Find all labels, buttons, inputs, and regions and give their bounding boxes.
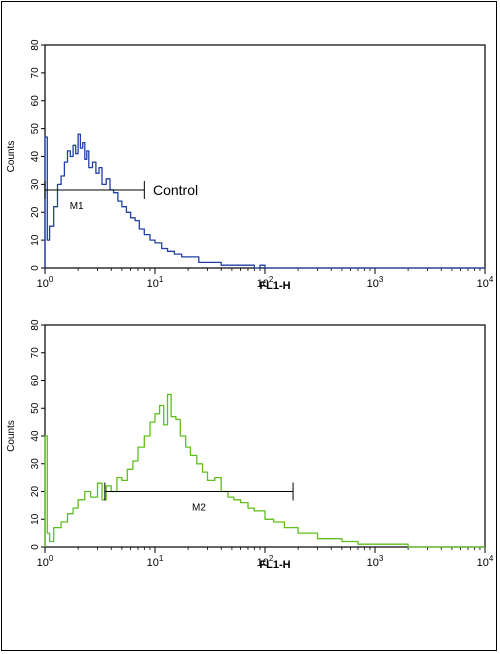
histogram-panel-control: 0 10 20 30 40 50 60 70 80 Counts 100 101 102 103 104 FL…	[6, 39, 494, 292]
y-tick-label: 10	[30, 234, 41, 246]
y-axis-label: Counts	[6, 141, 17, 173]
histogram-series-line	[44, 133, 485, 269]
plot-area-frame	[44, 44, 486, 269]
x-tick-label: 102	[257, 275, 274, 290]
x-tick-label: 103	[367, 275, 384, 290]
y-axis-label: Counts	[6, 420, 17, 452]
histogram-panel-m2: 0 10 20 30 40 50 60 70 80 Counts 100 101 102 103 104 FL…	[6, 319, 494, 571]
y-tick-label: 60	[30, 95, 41, 107]
x-tick-label: 101	[147, 554, 164, 569]
y-tick-label: 60	[30, 375, 41, 387]
y-tick-label: 80	[30, 39, 41, 51]
y-tick-label: 20	[30, 486, 41, 498]
y-tick-label: 40	[30, 151, 41, 163]
y-tick-label: 30	[30, 178, 41, 190]
y-tick-label: 50	[30, 402, 41, 414]
y-tick-label: 40	[30, 430, 41, 442]
y-tick-label: 30	[30, 458, 41, 470]
x-tick-label: 100	[37, 554, 54, 569]
annotation-label: Control	[153, 182, 198, 198]
y-tick-label: 20	[30, 206, 41, 218]
y-tick-label: 0	[30, 544, 41, 550]
x-axis-label: FL1-H	[259, 559, 290, 571]
x-tick-label: 101	[147, 275, 164, 290]
y-tick-label: 10	[30, 513, 41, 525]
x-tick-label: 100	[37, 275, 54, 290]
x-tick-label: 103	[367, 554, 384, 569]
x-tick-label: 104	[477, 554, 494, 569]
y-tick-label: 70	[30, 347, 41, 359]
x-tick-label: 102	[257, 554, 274, 569]
marker-label: M1	[70, 201, 84, 212]
marker-label: M2	[192, 503, 206, 514]
histogram-series-line	[44, 393, 485, 548]
y-tick-label: 0	[30, 265, 41, 271]
x-tick-label: 104	[477, 275, 494, 290]
y-tick-label: 70	[30, 67, 41, 79]
y-tick-label: 50	[30, 123, 41, 135]
y-tick-label: 80	[30, 319, 41, 331]
x-axis-label: FL1-H	[259, 280, 290, 292]
